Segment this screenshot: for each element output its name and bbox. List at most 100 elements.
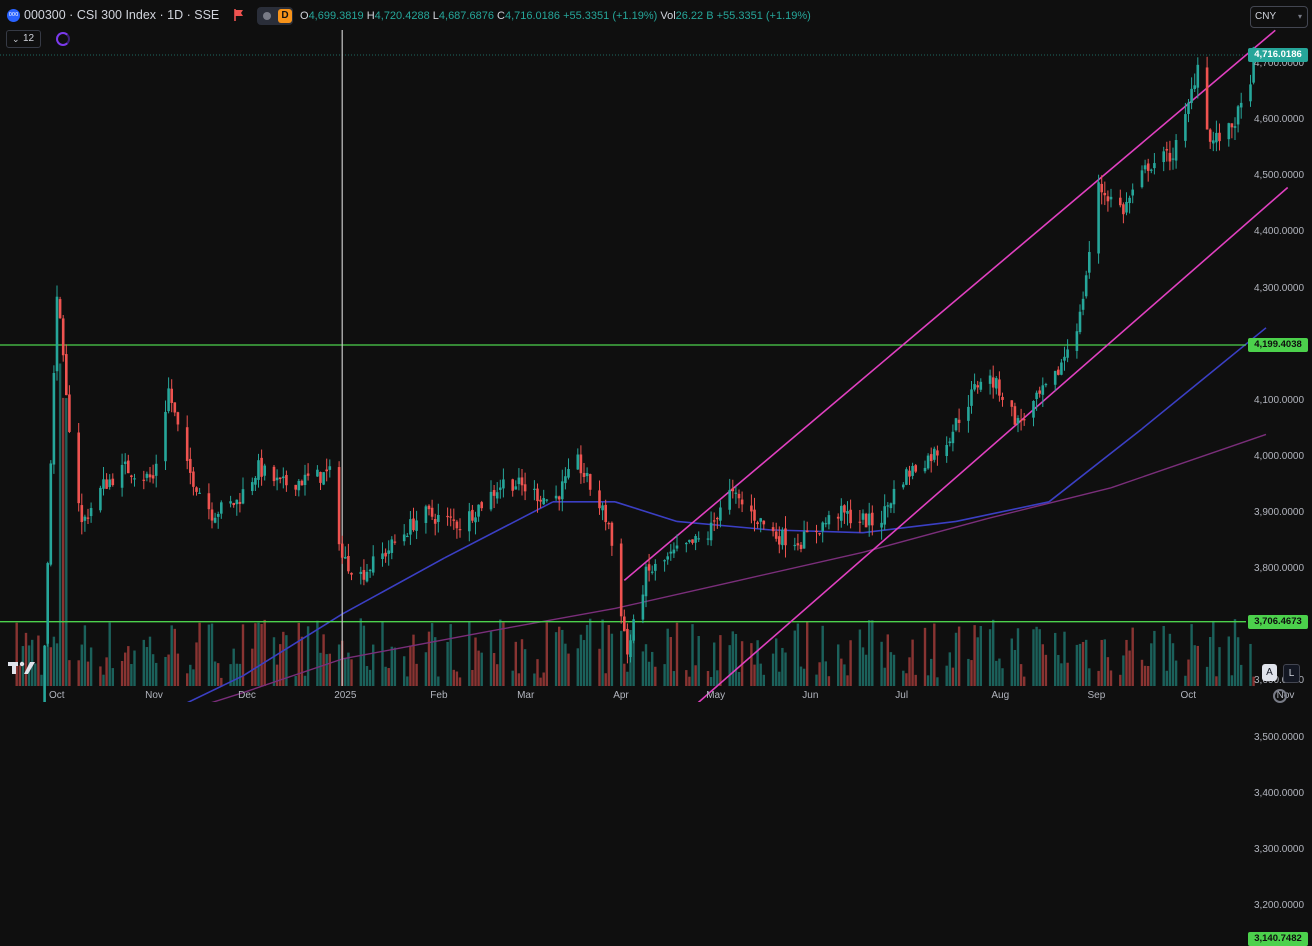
candle-body — [1174, 139, 1178, 161]
volume-bar — [1150, 643, 1153, 686]
volume-bar — [957, 626, 961, 686]
volume-bar — [207, 624, 211, 686]
volume-bar — [1041, 644, 1044, 686]
time-tick-label: Oct — [49, 690, 65, 701]
volume-bar — [102, 674, 105, 686]
volume-bar — [1060, 663, 1063, 686]
delayed-data-icon: D — [278, 9, 292, 23]
candle-body — [195, 487, 198, 492]
volume-bar — [446, 641, 449, 686]
volume-bar — [130, 664, 133, 686]
volume-bar — [62, 397, 65, 686]
candle-body — [1032, 400, 1035, 418]
candle-body — [359, 571, 363, 574]
volume-bar — [458, 677, 462, 686]
candle-body — [554, 495, 558, 499]
candle-body — [858, 521, 862, 523]
volume-bar — [368, 669, 372, 686]
volume-bar — [86, 661, 90, 686]
candle-body — [719, 507, 722, 521]
candle-body — [694, 536, 697, 543]
volume-bar — [601, 619, 604, 686]
flag-icon[interactable] — [234, 9, 244, 21]
candle-body — [588, 474, 592, 490]
gear-icon[interactable] — [1273, 689, 1287, 703]
moving-average-fast-segment — [444, 501, 554, 559]
volume-bar — [133, 650, 136, 686]
volume-bar — [257, 622, 260, 686]
volume-bar — [589, 618, 592, 686]
volume-bar — [303, 675, 307, 686]
candle-body — [108, 479, 111, 488]
moving-average-fast-segment — [614, 501, 678, 523]
volume-bar — [471, 669, 474, 686]
volume-bar — [576, 648, 579, 686]
chart-canvas[interactable] — [0, 0, 1312, 702]
ohlc-open: O4,699.3819 — [300, 10, 364, 22]
candle-body — [867, 513, 871, 526]
candle-body — [1019, 419, 1023, 422]
symbol-title[interactable]: 000300 · CSI 300 Index · 1D · SSE — [24, 8, 220, 22]
volume-bar — [734, 633, 738, 686]
candle-body — [216, 513, 220, 517]
volume-bar — [545, 622, 548, 686]
candle-body — [520, 477, 524, 486]
price-level-label: 3,140.7482 — [1248, 932, 1308, 946]
volume-bar — [1218, 647, 1221, 686]
candle-body — [861, 513, 865, 520]
candle-body — [424, 506, 428, 524]
volume-bar — [1078, 643, 1082, 686]
volume-bar — [523, 649, 527, 686]
volume-bar — [325, 654, 328, 686]
volume-bar — [275, 664, 279, 686]
volume-bar — [688, 676, 691, 686]
volume-bar — [840, 658, 843, 686]
volume-bar — [1212, 620, 1215, 686]
candle-body — [340, 543, 344, 558]
candle-body — [604, 504, 607, 523]
candle-body — [1153, 163, 1156, 169]
candle-body — [1150, 169, 1153, 171]
indicators-collapse-button[interactable]: ⌄ 12 — [6, 30, 41, 48]
candle-body — [145, 473, 149, 478]
volume-bar — [365, 666, 369, 686]
volume-bar — [691, 624, 694, 686]
volume-bar — [229, 664, 232, 686]
market-status-pill[interactable]: D — [257, 7, 293, 25]
candle-body — [979, 381, 983, 390]
candle-body — [123, 461, 127, 464]
candle-body — [120, 464, 124, 488]
candle-body — [232, 502, 235, 506]
candle-body — [502, 479, 505, 489]
volume-bar — [24, 632, 28, 686]
candle-body — [306, 473, 310, 476]
candle-body — [1066, 349, 1069, 358]
volume-bar — [620, 630, 623, 686]
currency-select[interactable]: CNY ▾ — [1250, 6, 1308, 28]
volume-bar — [111, 668, 114, 686]
volume-bar — [120, 660, 124, 686]
volume-bar — [173, 628, 176, 686]
volume-bar — [892, 654, 896, 686]
volume-bar — [381, 621, 384, 686]
candle-body — [728, 489, 731, 510]
price-tick-label: 3,500.0000 — [1254, 731, 1305, 743]
tradingview-logo-icon[interactable] — [8, 660, 36, 676]
candle-body — [1016, 418, 1020, 424]
candle-body — [740, 499, 744, 505]
candle-body — [1022, 419, 1026, 421]
volume-bar — [1057, 654, 1060, 686]
auto-scale-button[interactable]: A — [1262, 664, 1277, 681]
price-tick-label: 4,500.0000 — [1254, 170, 1305, 182]
volume-bar — [623, 663, 626, 686]
candle-body — [988, 375, 992, 384]
log-scale-button[interactable]: L — [1283, 664, 1300, 683]
candle-body — [235, 499, 239, 505]
symbol-logo-icon[interactable]: 000 — [7, 9, 20, 22]
candle-body — [1100, 183, 1103, 193]
loading-spinner-icon — [56, 32, 70, 46]
volume-bar — [936, 677, 939, 686]
moving-average-fast-segment — [186, 675, 244, 702]
volume-bar — [775, 638, 778, 686]
